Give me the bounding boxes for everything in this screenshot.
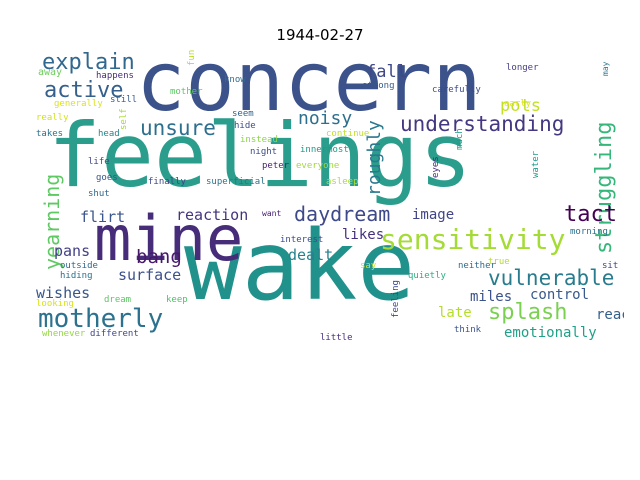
word-want: want [262, 209, 282, 218]
word-fun: fun [187, 50, 197, 66]
word-know: know [224, 75, 246, 85]
word-dream: dream [104, 295, 132, 305]
word-vulnerable: vulnerable [488, 266, 615, 290]
word-takes: takes [36, 129, 64, 139]
word-fall: fall [366, 62, 407, 82]
word-hide: hide [234, 121, 256, 131]
word-pots: pots [500, 96, 541, 116]
word-unsure: unsure [140, 116, 216, 140]
word-water: water [531, 150, 541, 178]
word-looking: looking [36, 299, 74, 309]
word-neither: neither [458, 261, 496, 271]
chart-title: 1944-02-27 [276, 26, 364, 44]
word-emotionally: emotionally [504, 325, 597, 341]
word-bang: bang [136, 246, 182, 268]
word-everyone: everyone [296, 161, 340, 171]
word-outside: outside [60, 261, 98, 271]
word-really: really [36, 113, 69, 123]
word-feeling: feeling [391, 280, 401, 318]
word-splash: splash [488, 300, 568, 325]
word-peter: peter [262, 161, 290, 171]
word-morning: morning [570, 227, 608, 237]
word-late: late [438, 305, 472, 321]
word-daydream: daydream [294, 202, 391, 226]
word-generally: generally [54, 99, 103, 109]
word-innermost: innermost [300, 145, 349, 155]
word-reaction: reaction [176, 206, 249, 224]
word-keep: keep [166, 295, 188, 305]
word-early: early [504, 99, 532, 109]
word-self: self [119, 108, 129, 130]
word-life: life [88, 157, 110, 167]
word-little: little [320, 333, 353, 343]
word-surface: surface [118, 266, 182, 284]
word-strong: strong [362, 81, 395, 91]
word-seem: seem [232, 109, 254, 119]
word-much: much [455, 128, 465, 150]
word-head: head [98, 129, 120, 139]
word-instead: instead [240, 135, 278, 145]
word-still: still [110, 95, 138, 105]
word-likes: likes [342, 227, 385, 243]
word-interest: interest [280, 235, 324, 245]
word-tact: tact [564, 202, 617, 227]
word-feelings: feelings [48, 104, 472, 207]
word-different: different [90, 329, 139, 339]
word-active: active [44, 78, 124, 103]
word-goes: goes [96, 173, 118, 183]
word-wishes: wishes [36, 284, 91, 302]
word-noisy: noisy [298, 108, 353, 129]
word-finally: finally [148, 177, 186, 187]
word-continue: continue [326, 129, 370, 139]
word-miles: miles [470, 289, 513, 305]
word-whenever: whenever [42, 329, 86, 339]
word-concern: concern [136, 50, 482, 130]
word-hiding: hiding [60, 271, 93, 281]
word-carefully: carefully [432, 85, 481, 95]
word-happens: happens [96, 71, 134, 81]
word-shut: shut [88, 189, 110, 199]
word-dealt: dealt [288, 246, 334, 264]
word-mother: mother [170, 87, 203, 97]
word-may: may [601, 61, 610, 76]
word-cloud: concern feelings wake mine sensitivity mother… [36, 50, 624, 352]
word-sit: sit [602, 261, 619, 271]
word-say: say [360, 261, 377, 271]
word-think: think [454, 325, 482, 335]
word-quietly: quietly [408, 271, 446, 281]
word-asleep: asleep [326, 177, 359, 187]
word-control: control [530, 287, 590, 303]
word-eyes: eyes [431, 156, 441, 178]
word-night: night [250, 147, 278, 157]
word-wake: wake [184, 210, 416, 322]
word-away: away [38, 67, 63, 78]
word-pans: pans [54, 242, 91, 260]
word-explain: explain [42, 50, 135, 75]
word-flirt: flirt [80, 208, 126, 226]
word-longer: longer [506, 63, 539, 73]
word-true: true [488, 257, 510, 267]
word-sensitivity: sensitivity [380, 223, 566, 256]
word-superficial: superficial [206, 177, 266, 187]
word-reach: reach [596, 307, 624, 323]
word-image: image [412, 207, 455, 223]
word-mine: mine [94, 202, 244, 275]
word-understanding: understanding [400, 112, 565, 136]
word-motherly: motherly [38, 304, 164, 334]
